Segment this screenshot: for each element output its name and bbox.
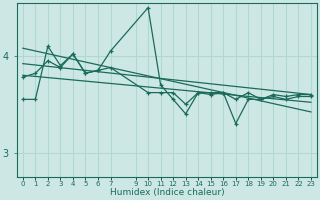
X-axis label: Humidex (Indice chaleur): Humidex (Indice chaleur) [109,188,224,197]
